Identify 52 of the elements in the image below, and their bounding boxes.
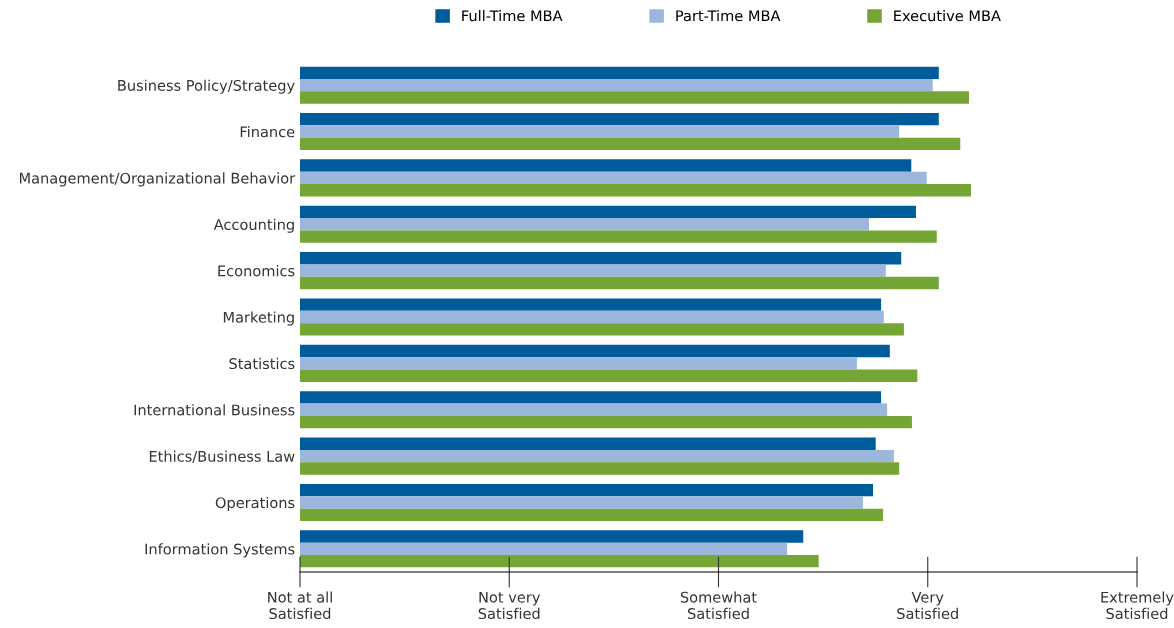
bar	[300, 276, 939, 290]
bar	[300, 508, 884, 521]
bar	[300, 298, 882, 311]
bar	[300, 391, 882, 404]
bar	[300, 205, 916, 219]
bar	[300, 437, 876, 450]
bar	[300, 483, 874, 497]
text: Very Satisfied	[897, 591, 958, 620]
bar	[300, 357, 857, 370]
y-tick-label: Business Policy/Strategy	[118, 79, 295, 94]
bar	[300, 310, 884, 324]
y-tick-label: Statistics	[229, 357, 295, 370]
bar	[300, 344, 890, 358]
y-tick-label: Economics	[218, 265, 295, 277]
bar	[300, 530, 804, 543]
y-tick-label: Information Systems	[145, 543, 295, 558]
bar	[300, 137, 961, 151]
bar	[300, 403, 888, 416]
y-tick-label: Operations	[215, 496, 295, 512]
bar	[300, 159, 912, 172]
bar	[300, 462, 900, 475]
y-tick-label: Ethics/Business Law	[149, 450, 295, 463]
legend-label: Part-Time MBA	[676, 9, 781, 22]
text: Somewhat Satisfied	[680, 591, 757, 620]
text: Extremely Satisfied	[1101, 591, 1174, 620]
bar	[300, 369, 918, 382]
bar	[300, 66, 939, 79]
bar	[300, 542, 788, 555]
bar	[300, 184, 971, 197]
legend-label: Full-Time MBA	[462, 9, 563, 22]
bar	[300, 125, 900, 138]
bar	[300, 449, 894, 463]
text: Not very Satisfied	[478, 591, 541, 620]
y-tick-label: Accounting	[213, 218, 294, 233]
bar	[300, 230, 937, 243]
bar	[300, 264, 886, 277]
bar	[300, 415, 912, 429]
bar	[300, 496, 863, 509]
y-tick-label: Management/Organizational Behavior	[19, 172, 296, 187]
text: Not at all Satisfied	[268, 591, 332, 620]
bar	[300, 113, 939, 126]
bar	[300, 323, 904, 336]
bar	[300, 91, 969, 104]
y-tick-label: International Business	[134, 404, 295, 416]
bar	[300, 555, 819, 568]
y-tick-label: Finance	[240, 126, 295, 138]
bar	[300, 252, 902, 265]
bar	[300, 218, 870, 231]
legend-label: Executive MBA	[894, 9, 1001, 22]
bar	[300, 171, 927, 185]
bar	[300, 79, 933, 92]
y-tick-label: Marketing	[223, 311, 294, 326]
